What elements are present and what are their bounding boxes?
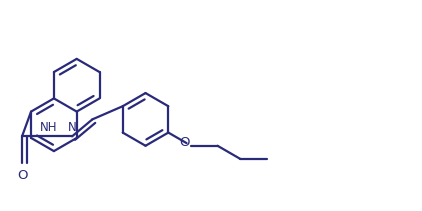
Text: O: O [179,136,189,149]
Text: O: O [17,169,27,182]
Text: N: N [68,121,76,134]
Text: NH: NH [40,121,57,134]
